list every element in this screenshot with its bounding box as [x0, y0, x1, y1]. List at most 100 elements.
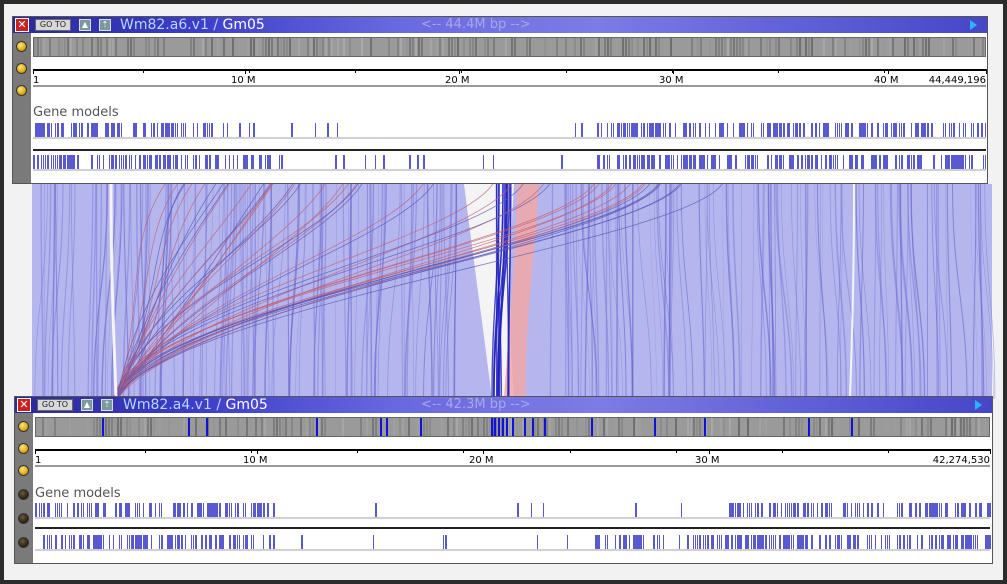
gene-models-reverse-strand[interactable]	[35, 535, 991, 551]
gene-model-mark	[335, 155, 337, 169]
gene-model-mark	[159, 503, 160, 517]
gene-model-mark	[711, 535, 713, 549]
density-mark	[769, 38, 771, 56]
track-toggle-bulb-icon[interactable]	[18, 537, 29, 548]
track-toggle-bulb-icon[interactable]	[16, 85, 27, 96]
gene-model-mark	[63, 155, 65, 169]
play-icon[interactable]	[970, 20, 977, 30]
chromosome-density-track[interactable]	[35, 417, 990, 437]
gene-model-mark	[873, 155, 875, 169]
gene-models-forward-strand[interactable]	[33, 123, 986, 139]
ruler-tick	[673, 69, 674, 74]
move-top-icon[interactable]: ⇡	[99, 19, 111, 31]
gene-model-mark	[775, 503, 776, 517]
density-mark	[621, 418, 623, 436]
track-toggle-bulb-icon[interactable]	[16, 41, 27, 52]
ruler-baseline	[33, 85, 986, 87]
gene-model-mark	[51, 155, 52, 169]
move-top-icon[interactable]: ⇡	[101, 399, 113, 411]
gene-model-mark	[943, 123, 944, 137]
density-mark	[349, 38, 351, 56]
gene-model-mark	[605, 535, 606, 549]
gene-model-mark	[773, 503, 775, 517]
gene-model-mark	[235, 535, 236, 549]
density-mark	[526, 38, 528, 56]
gene-model-mark	[531, 503, 532, 517]
density-mark	[505, 38, 507, 56]
density-mark	[159, 418, 161, 436]
gene-model-mark	[215, 155, 217, 169]
density-mark	[357, 418, 359, 436]
density-mark	[871, 38, 873, 56]
track-toggle-bulb-icon[interactable]	[18, 443, 29, 454]
gene-model-mark	[365, 155, 366, 169]
goto-button[interactable]: GO TO	[37, 399, 73, 411]
synteny-link	[708, 183, 715, 400]
ruler-tick-label: 20 M	[445, 75, 470, 86]
play-icon[interactable]	[975, 400, 982, 410]
gene-model-mark	[597, 155, 599, 169]
synteny-link	[933, 183, 949, 400]
close-icon[interactable]: ✕	[15, 18, 29, 32]
gene-model-mark	[185, 155, 186, 169]
density-mark	[477, 418, 479, 436]
gene-model-mark	[791, 155, 793, 169]
synteny-link	[400, 183, 403, 400]
goto-button[interactable]: GO TO	[35, 19, 71, 31]
density-mark	[34, 38, 36, 56]
density-mark	[831, 418, 833, 436]
gene-model-mark	[219, 503, 221, 517]
top-titlebar: ✕ GO TO ▲ ⇡ Wm82.a6.v1 / Gm05 <-- 44.4M …	[13, 17, 987, 33]
density-mark	[402, 418, 404, 436]
gene-model-mark	[665, 155, 667, 169]
gene-model-mark	[925, 503, 927, 517]
gene-model-mark	[869, 535, 870, 549]
track-toggle-bulb-icon[interactable]	[18, 489, 29, 500]
density-mark	[202, 38, 204, 56]
gene-model-mark	[757, 535, 759, 549]
gene-model-mark	[43, 123, 45, 137]
gene-model-mark	[207, 503, 209, 517]
chromosome-density-track[interactable]	[33, 37, 986, 57]
ruler-minor-tick	[251, 449, 252, 453]
density-mark	[61, 38, 63, 56]
gene-model-mark	[837, 123, 838, 137]
move-up-icon[interactable]: ▲	[79, 19, 91, 31]
gene-model-mark	[811, 123, 813, 137]
density-mark	[343, 38, 345, 56]
density-mark	[892, 38, 894, 56]
density-mark	[832, 38, 834, 56]
track-toggle-bulb-icon[interactable]	[18, 513, 29, 524]
move-up-icon[interactable]: ▲	[81, 399, 93, 411]
gene-model-mark	[187, 503, 188, 517]
density-mark	[625, 38, 627, 56]
synteny-hit-mark	[316, 418, 318, 436]
ruler-minor-tick	[778, 69, 779, 73]
synteny-link	[406, 183, 413, 400]
gene-model-mark	[601, 123, 602, 137]
gene-model-mark	[897, 503, 898, 517]
density-mark	[168, 418, 170, 436]
gene-model-mark	[737, 535, 739, 549]
gene-models-forward-strand[interactable]	[35, 503, 991, 519]
gene-model-mark	[863, 503, 864, 517]
track-toggle-bulb-icon[interactable]	[16, 63, 27, 74]
gene-model-mark	[923, 123, 925, 137]
close-icon[interactable]: ✕	[17, 398, 31, 412]
gene-models-reverse-strand[interactable]	[33, 155, 986, 171]
gene-model-mark	[43, 503, 45, 517]
density-mark	[130, 38, 132, 56]
density-mark	[306, 418, 308, 436]
synteny-link	[935, 183, 938, 400]
gene-model-mark	[907, 535, 908, 549]
track-toggle-bulb-icon[interactable]	[18, 421, 29, 432]
gene-model-mark	[493, 155, 494, 169]
gene-model-mark	[659, 123, 661, 137]
gene-model-mark	[143, 503, 144, 517]
track-toggle-bulb-icon[interactable]	[18, 465, 29, 476]
density-mark	[328, 38, 330, 56]
gene-model-mark	[681, 155, 682, 169]
density-mark	[604, 38, 606, 56]
density-mark	[583, 38, 585, 56]
synteny-link	[287, 183, 290, 400]
